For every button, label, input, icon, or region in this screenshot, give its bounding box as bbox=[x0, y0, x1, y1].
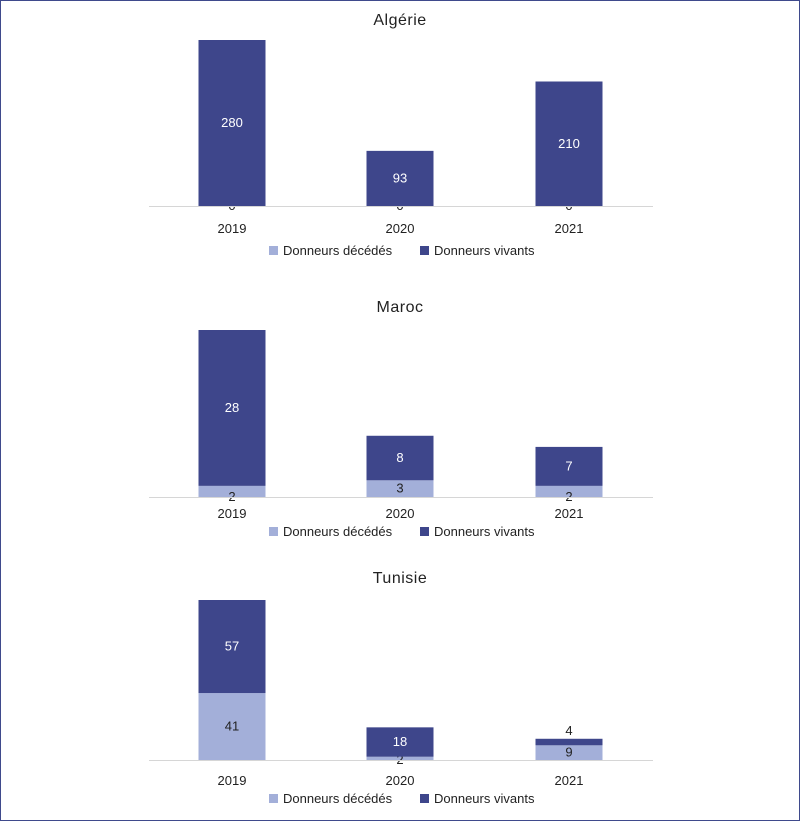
tunisie-bar-living-2019 bbox=[198, 600, 266, 694]
tunisie-x-tick-label: 2019 bbox=[218, 773, 247, 788]
tunisie-data-label-living-2021: 4 bbox=[565, 723, 572, 738]
maroc-bar-deceased-2019 bbox=[198, 485, 266, 497]
tunisie-legend-swatch-living bbox=[420, 794, 429, 803]
tunisie-legend-label-living: Donneurs vivants bbox=[434, 791, 535, 806]
maroc-legend-swatch-deceased bbox=[269, 527, 278, 536]
maroc-x-tick-label: 2019 bbox=[218, 506, 247, 521]
maroc-legend-label-living: Donneurs vivants bbox=[434, 524, 535, 539]
algerie-legend-swatch-living bbox=[420, 246, 429, 255]
tunisie-bar-living-2021 bbox=[535, 738, 603, 746]
maroc-bar-living-2021 bbox=[535, 446, 603, 486]
algerie-legend-label-living: Donneurs vivants bbox=[434, 243, 535, 258]
algerie-legend-label-deceased: Donneurs décédés bbox=[283, 243, 393, 258]
tunisie-data-label-living-2019: 57 bbox=[225, 639, 239, 654]
maroc-legend-label-deceased: Donneurs décédés bbox=[283, 524, 393, 539]
tunisie-data-label-deceased-2021: 9 bbox=[565, 745, 572, 760]
tunisie-x-tick-label: 2021 bbox=[555, 773, 584, 788]
algerie-x-tick-label: 2020 bbox=[386, 221, 415, 236]
algerie-legend-swatch-deceased bbox=[269, 246, 278, 255]
tunisie-bar-deceased-2020 bbox=[366, 756, 434, 760]
maroc-data-label-living-2019: 28 bbox=[225, 400, 239, 415]
algerie-bar-living-2019 bbox=[198, 40, 266, 206]
maroc-legend-swatch-living bbox=[420, 527, 429, 536]
maroc-bar-deceased-2020 bbox=[366, 480, 434, 497]
tunisie-data-label-deceased-2020: 2 bbox=[396, 752, 403, 767]
algerie-bar-living-2020 bbox=[366, 150, 434, 206]
maroc-bar-living-2019 bbox=[198, 330, 266, 486]
maroc-data-label-living-2021: 7 bbox=[565, 458, 572, 473]
tunisie-bar-deceased-2019 bbox=[198, 693, 266, 760]
algerie-data-label-living-2021: 210 bbox=[558, 136, 580, 151]
maroc-chart-title: Maroc bbox=[377, 299, 424, 316]
algerie-data-label-living-2020: 93 bbox=[393, 170, 407, 185]
maroc-x-tick-label: 2020 bbox=[386, 506, 415, 521]
maroc-bar-deceased-2021 bbox=[535, 485, 603, 497]
maroc-bar-living-2020 bbox=[366, 435, 434, 481]
tunisie-x-tick-label: 2020 bbox=[386, 773, 415, 788]
maroc-x-tick-label: 2021 bbox=[555, 506, 584, 521]
tunisie-legend-swatch-deceased bbox=[269, 794, 278, 803]
tunisie-bar-deceased-2021 bbox=[535, 745, 603, 760]
maroc-data-label-deceased-2020: 3 bbox=[396, 481, 403, 496]
maroc-data-label-living-2020: 8 bbox=[396, 450, 403, 465]
algerie-bar-living-2021 bbox=[535, 81, 603, 206]
algerie-chart-title: Algérie bbox=[373, 12, 426, 29]
tunisie-data-label-living-2020: 18 bbox=[393, 734, 407, 749]
tunisie-legend-label-deceased: Donneurs décédés bbox=[283, 791, 393, 806]
algerie-x-tick-label: 2021 bbox=[555, 221, 584, 236]
maroc-data-label-deceased-2019: 2 bbox=[228, 489, 235, 504]
tunisie-bar-living-2020 bbox=[366, 727, 434, 757]
algerie-data-label-living-2019: 280 bbox=[221, 115, 243, 130]
tunisie-data-label-deceased-2019: 41 bbox=[225, 719, 239, 734]
maroc-data-label-deceased-2021: 2 bbox=[565, 489, 572, 504]
algerie-x-tick-label: 2019 bbox=[218, 221, 247, 236]
tunisie-chart-title: Tunisie bbox=[373, 570, 427, 587]
